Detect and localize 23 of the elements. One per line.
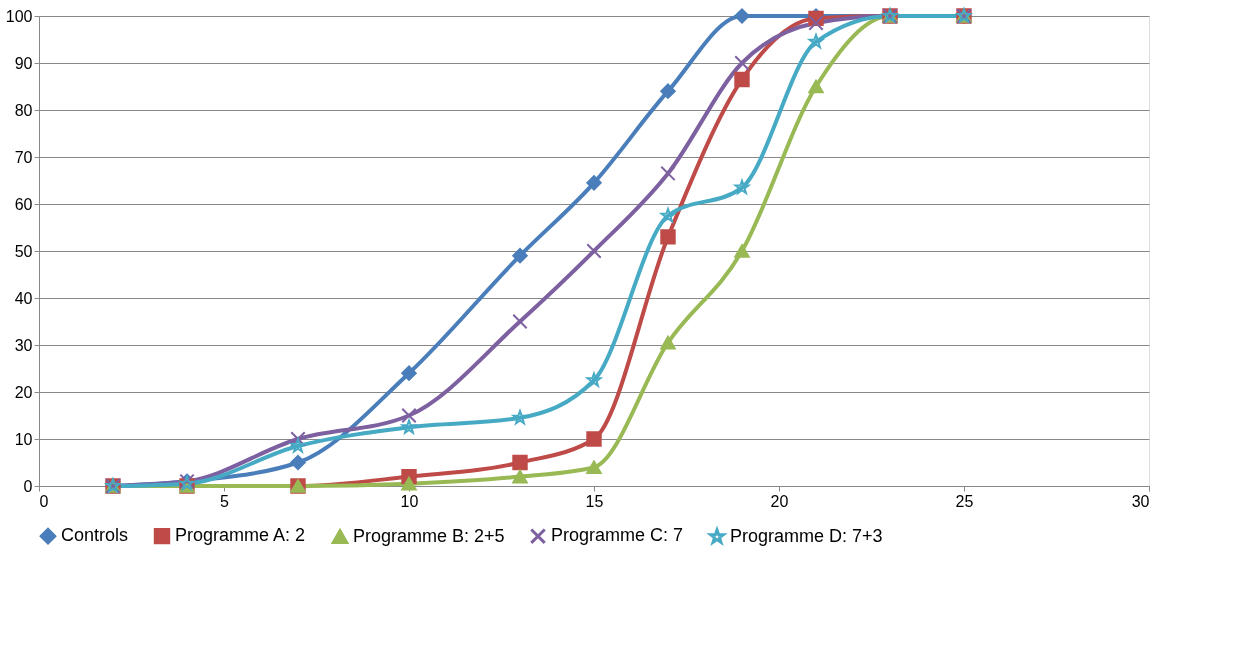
y-tick-label: 70 <box>14 148 33 166</box>
x-tick-label: 25 <box>955 492 974 510</box>
y-tick-label: 100 <box>5 7 33 25</box>
y-tick-label: 40 <box>14 289 33 307</box>
x-tick-label: 0 <box>39 492 49 510</box>
y-tick-label: 20 <box>14 383 33 401</box>
legend-label: Programme D: 7+3 <box>730 525 883 546</box>
legend-label: Programme A: 2 <box>175 525 306 546</box>
y-tick-label: 0 <box>23 477 33 495</box>
legend-label: Programme C: 7 <box>551 525 684 546</box>
y-tick-label: 50 <box>14 242 33 260</box>
x-tick-label: 15 <box>585 492 604 510</box>
y-tick-label: 10 <box>14 430 33 448</box>
legend-label: Programme B: 2+5 <box>353 525 505 546</box>
y-tick-label: 80 <box>14 101 33 119</box>
x-tick-label: 5 <box>220 492 230 510</box>
y-tick-label: 90 <box>14 54 33 72</box>
legend-label: Controls <box>61 525 129 546</box>
y-tick-label: 30 <box>14 336 33 354</box>
x-tick-label: 10 <box>400 492 419 510</box>
y-tick-label: 60 <box>14 195 33 213</box>
x-tick-label: 30 <box>1131 492 1150 510</box>
x-tick-label: 20 <box>770 492 789 510</box>
